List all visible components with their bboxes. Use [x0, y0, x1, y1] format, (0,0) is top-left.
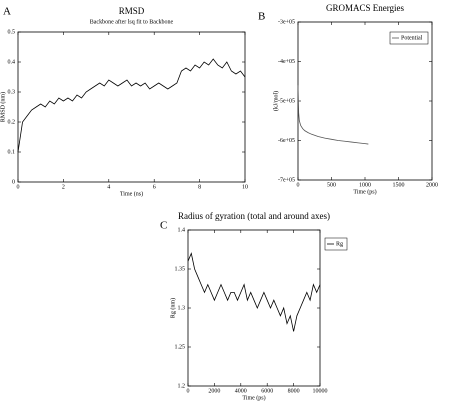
- y-tick-label: -5e+05: [278, 98, 295, 104]
- y-tick-label: -6e+05: [278, 138, 295, 144]
- legend-label: Potential: [401, 35, 423, 41]
- y-tick-label: 0: [12, 179, 15, 185]
- panel-letter: B: [258, 11, 265, 23]
- y-tick-label: 1.3: [178, 305, 186, 311]
- x-tick-label: 10: [242, 184, 248, 190]
- x-tick-label: 4000: [235, 388, 247, 394]
- chart-title: GROMACS Energies: [326, 3, 405, 13]
- x-tick-label: 2000: [208, 388, 220, 394]
- y-tick-label: -3e+05: [278, 19, 295, 25]
- y-tick-label: 1.35: [175, 266, 186, 272]
- y-axis-label: RMSD (nm): [0, 92, 6, 122]
- y-tick-label: -7e+05: [278, 177, 295, 183]
- x-tick-label: 2: [62, 184, 65, 190]
- legend-box: [324, 237, 348, 251]
- x-tick-label: 10000: [313, 388, 328, 394]
- x-tick-label: 6000: [261, 388, 273, 394]
- x-axis-label: Time (ps): [242, 394, 265, 401]
- y-tick-label: 0.3: [8, 89, 16, 95]
- y-tick-label: 0.2: [8, 119, 16, 125]
- y-tick-label: 1.4: [178, 227, 186, 233]
- y-tick-label: 1.25: [175, 344, 186, 350]
- y-axis-label: Rg (nm): [169, 298, 176, 318]
- x-tick-label: 0: [297, 182, 300, 188]
- data-line: [17, 58, 246, 153]
- y-axis-label: (kJ/mol): [272, 91, 279, 111]
- y-tick-label: 0.4: [8, 59, 16, 65]
- chart-title: Radius of gyration (total and around axe…: [178, 211, 330, 221]
- chart-title: RMSD: [119, 6, 145, 16]
- x-tick-label: 1000: [359, 182, 371, 188]
- x-tick-label: 8000: [288, 388, 300, 394]
- x-tick-label: 2000: [426, 182, 438, 188]
- panel-letter: A: [3, 6, 11, 18]
- data-line: [297, 85, 369, 145]
- chart-subtitle: Backbone after lsq fit to Backbone: [90, 18, 174, 25]
- x-tick-label: 0: [187, 388, 190, 394]
- plot-frame: [297, 21, 433, 181]
- data-line: [187, 252, 321, 332]
- x-tick-label: 1500: [393, 182, 405, 188]
- x-tick-label: 8: [198, 184, 201, 190]
- x-axis-label: Time (ps): [353, 188, 376, 195]
- x-tick-label: 6: [153, 184, 156, 190]
- x-tick-label: 500: [327, 182, 336, 188]
- x-tick-label: 0: [17, 184, 20, 190]
- x-tick-label: 4: [107, 184, 110, 190]
- legend-label: Rg: [336, 241, 343, 247]
- y-tick-label: 0.1: [8, 149, 16, 155]
- y-tick-label: 1.2: [178, 383, 186, 389]
- x-axis-label: Time (ns): [120, 190, 143, 197]
- plot-frame: [17, 31, 246, 183]
- legend-box: [389, 31, 429, 45]
- y-tick-label: -4e+05: [278, 59, 295, 65]
- panel-letter: C: [160, 220, 167, 232]
- y-tick-label: 0.5: [8, 29, 16, 35]
